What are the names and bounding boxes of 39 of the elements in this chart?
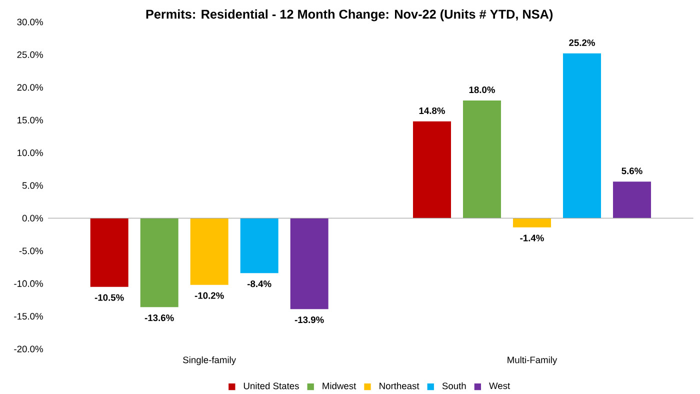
bar (290, 218, 328, 310)
data-label: 25.2% (569, 39, 595, 46)
y-tick-label: -10.0% (14, 280, 43, 287)
bar (613, 182, 652, 218)
y-tick-label: 0.0% (22, 214, 43, 222)
data-label: 18.0% (469, 86, 495, 94)
y-tick-label: -5.0% (19, 248, 43, 254)
data-label: -10.5% (94, 294, 124, 301)
legend-label: West (489, 382, 510, 390)
y-tick-label: 5.0% (22, 182, 43, 189)
bar (463, 100, 502, 218)
x-tick-label: Single-family (183, 356, 236, 366)
y-tick-label: 25.0% (17, 51, 43, 58)
data-label: -13.9% (294, 316, 324, 324)
y-tick-label: 10.0% (18, 150, 43, 156)
data-label: -10.2% (194, 292, 224, 299)
data-label: -13.6% (144, 314, 174, 322)
legend-label: United States (244, 382, 299, 390)
bar (413, 121, 452, 218)
legend-label: South (442, 382, 466, 390)
y-tick-label: 15.0% (18, 116, 43, 124)
legend-label: Midwest (322, 382, 356, 390)
bar (563, 53, 601, 218)
data-label: -1.4% (520, 234, 544, 242)
legend-label: Northeast (380, 382, 420, 390)
data-label: 5.6% (622, 168, 642, 174)
x-tick-label: Multi-Family (508, 356, 558, 366)
y-tick-label: 30.0% (17, 18, 43, 26)
bar (513, 218, 552, 228)
data-label: -8.4% (248, 280, 272, 288)
bar (140, 218, 178, 308)
bar (190, 218, 228, 285)
bar (90, 218, 128, 287)
data-label: 14.8% (419, 107, 445, 114)
y-tick-label: 20.0% (17, 84, 43, 91)
chart-title: Permits: Residential - 12 Month Change: Nov-22 (Units # YTD, NSA) (146, 9, 553, 22)
bar (240, 218, 278, 274)
y-tick-label: -15.0% (14, 313, 43, 320)
y-tick-label: -20.0% (14, 346, 43, 352)
